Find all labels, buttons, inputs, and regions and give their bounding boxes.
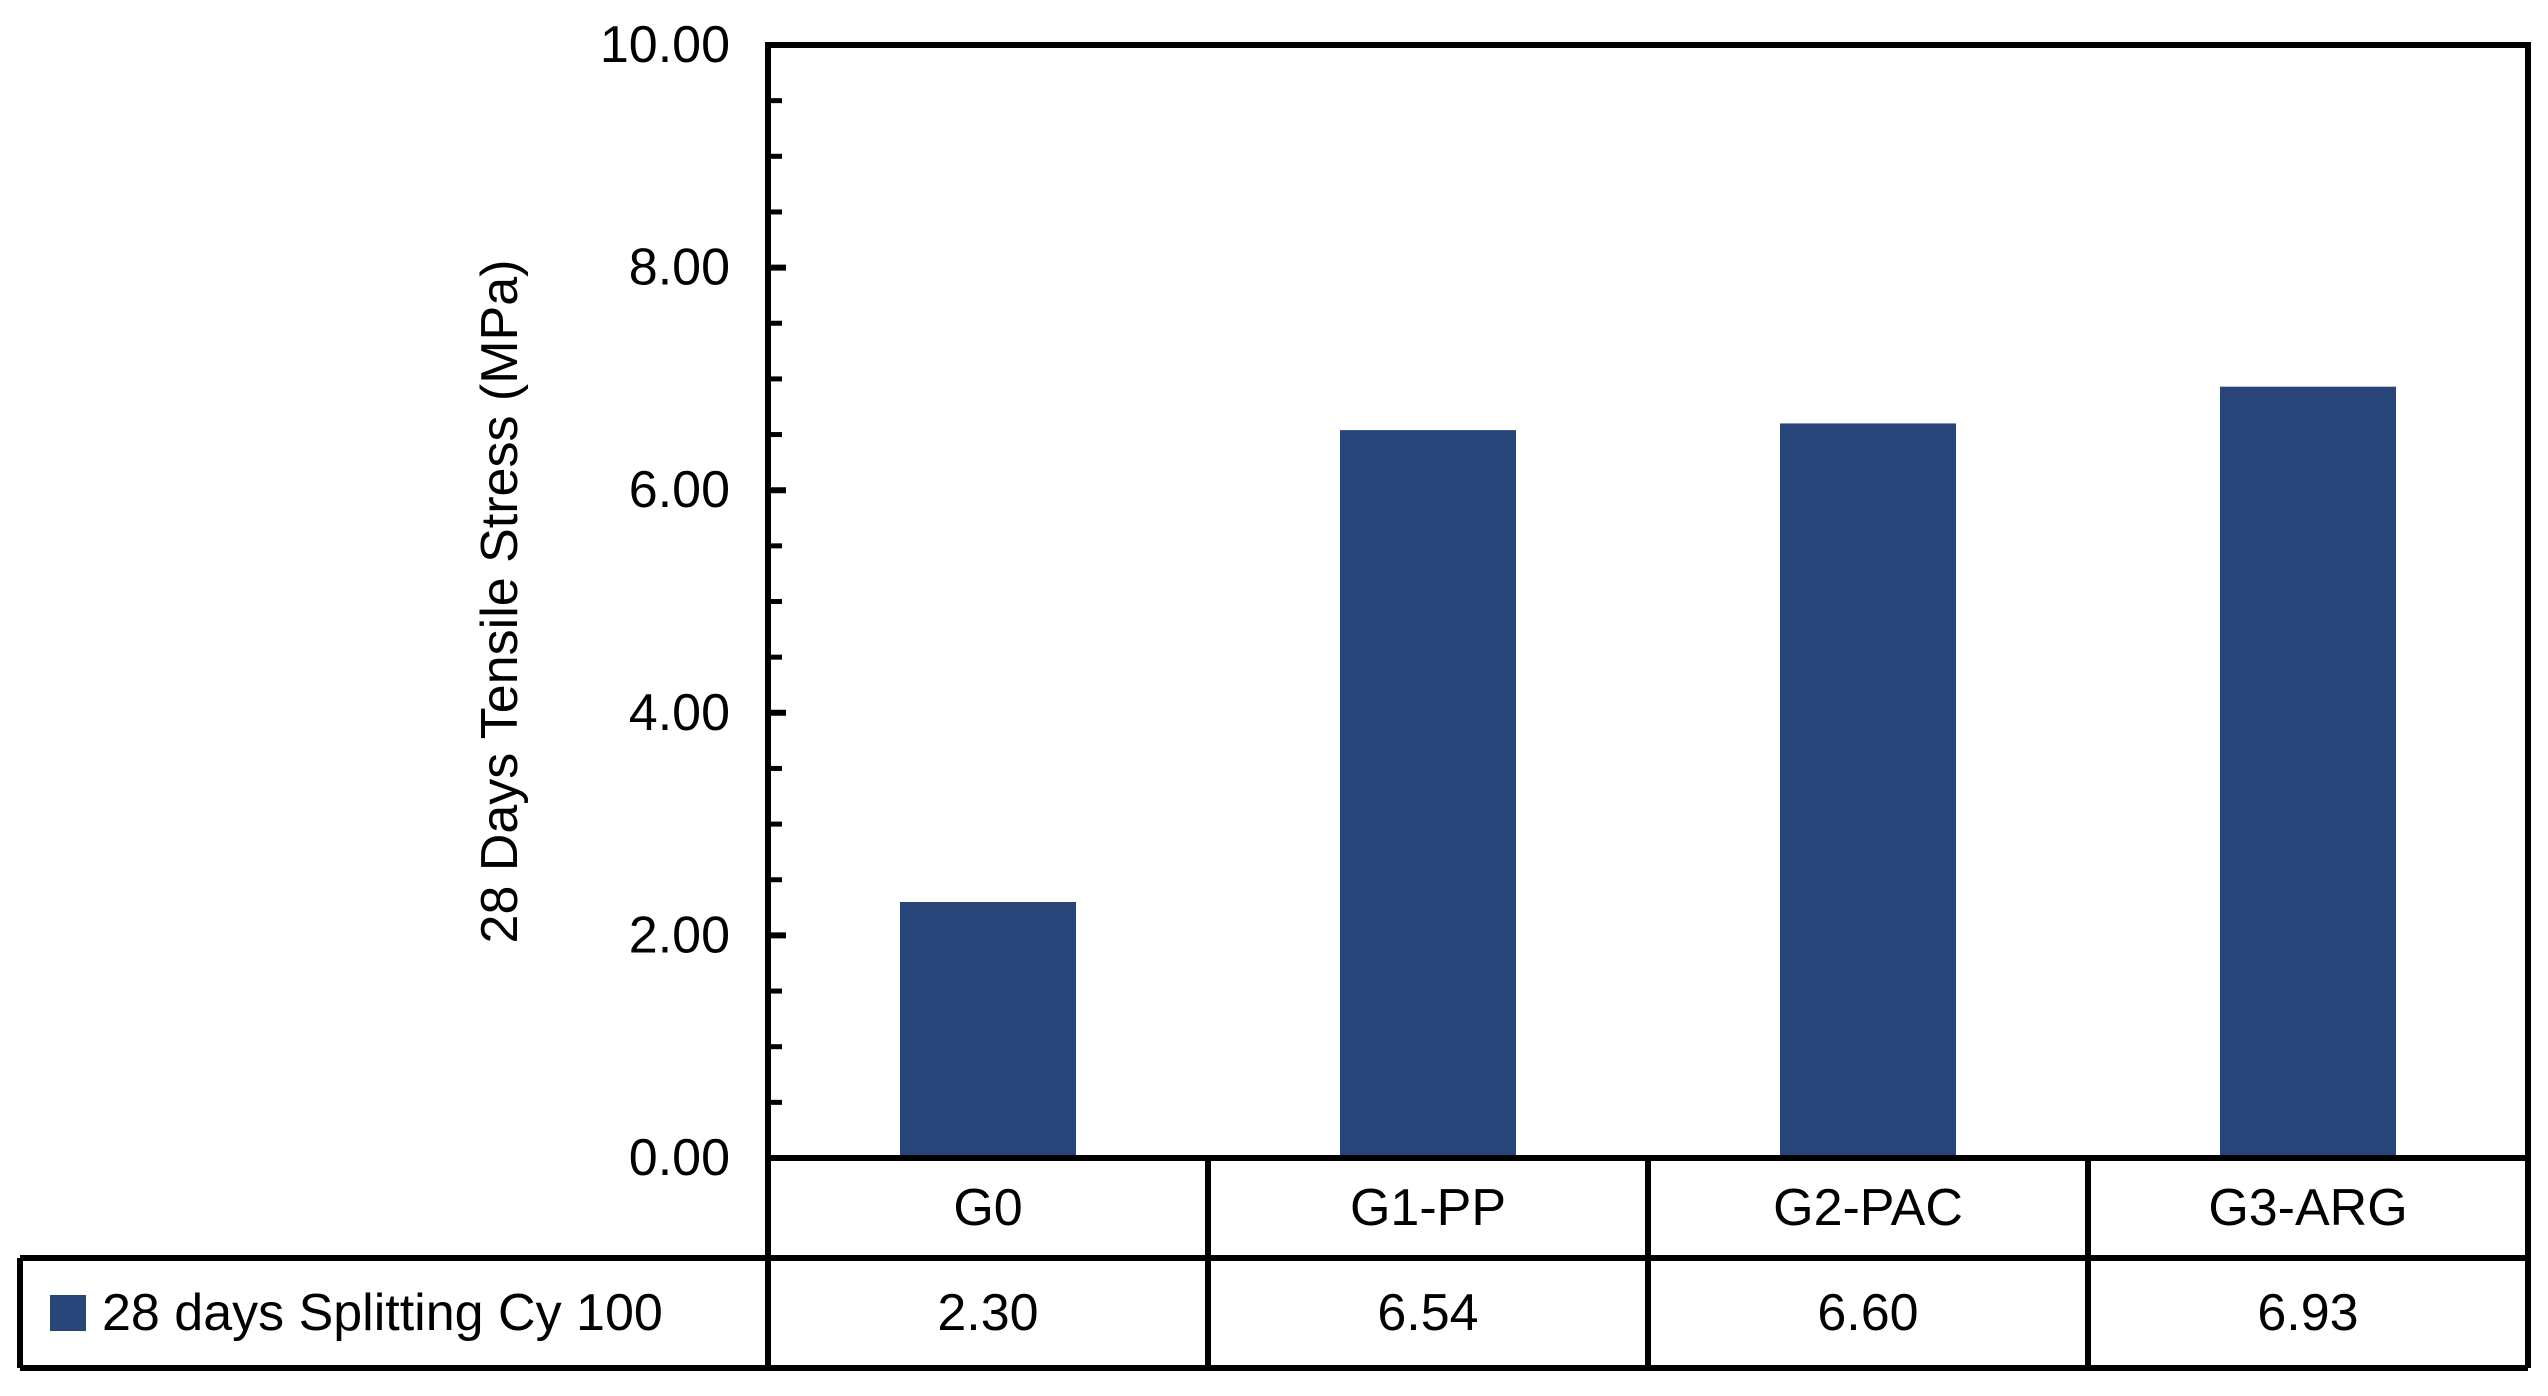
bar-g0 (900, 902, 1076, 1158)
category-label: G0 (953, 1179, 1022, 1237)
y-tick-label: 4.00 (629, 684, 730, 742)
category-label: G2-PAC (1773, 1179, 1963, 1237)
bar-g3-arg (2220, 386, 2396, 1158)
data-table-value: 6.54 (1377, 1284, 1478, 1342)
y-tick-label: 2.00 (629, 906, 730, 964)
bar-g1-pp (1340, 430, 1516, 1158)
y-tick-label: 10.00 (600, 16, 730, 74)
category-label: G3-ARG (2208, 1179, 2407, 1237)
category-label: G1-PP (1350, 1179, 1506, 1237)
legend-swatch (50, 1295, 86, 1331)
legend-series-name: 28 days Splitting Cy 100 (102, 1284, 663, 1342)
y-tick-label: 0.00 (629, 1129, 730, 1187)
data-table-value: 6.93 (2257, 1284, 2358, 1342)
data-table-value: 6.60 (1817, 1284, 1918, 1342)
y-tick-label: 8.00 (629, 239, 730, 297)
bar-g2-pac (1780, 423, 1956, 1158)
y-axis-title: 28 Days Tensile Stress (MPa) (471, 260, 529, 944)
data-table-value: 2.30 (937, 1284, 1038, 1342)
y-tick-label: 6.00 (629, 461, 730, 519)
